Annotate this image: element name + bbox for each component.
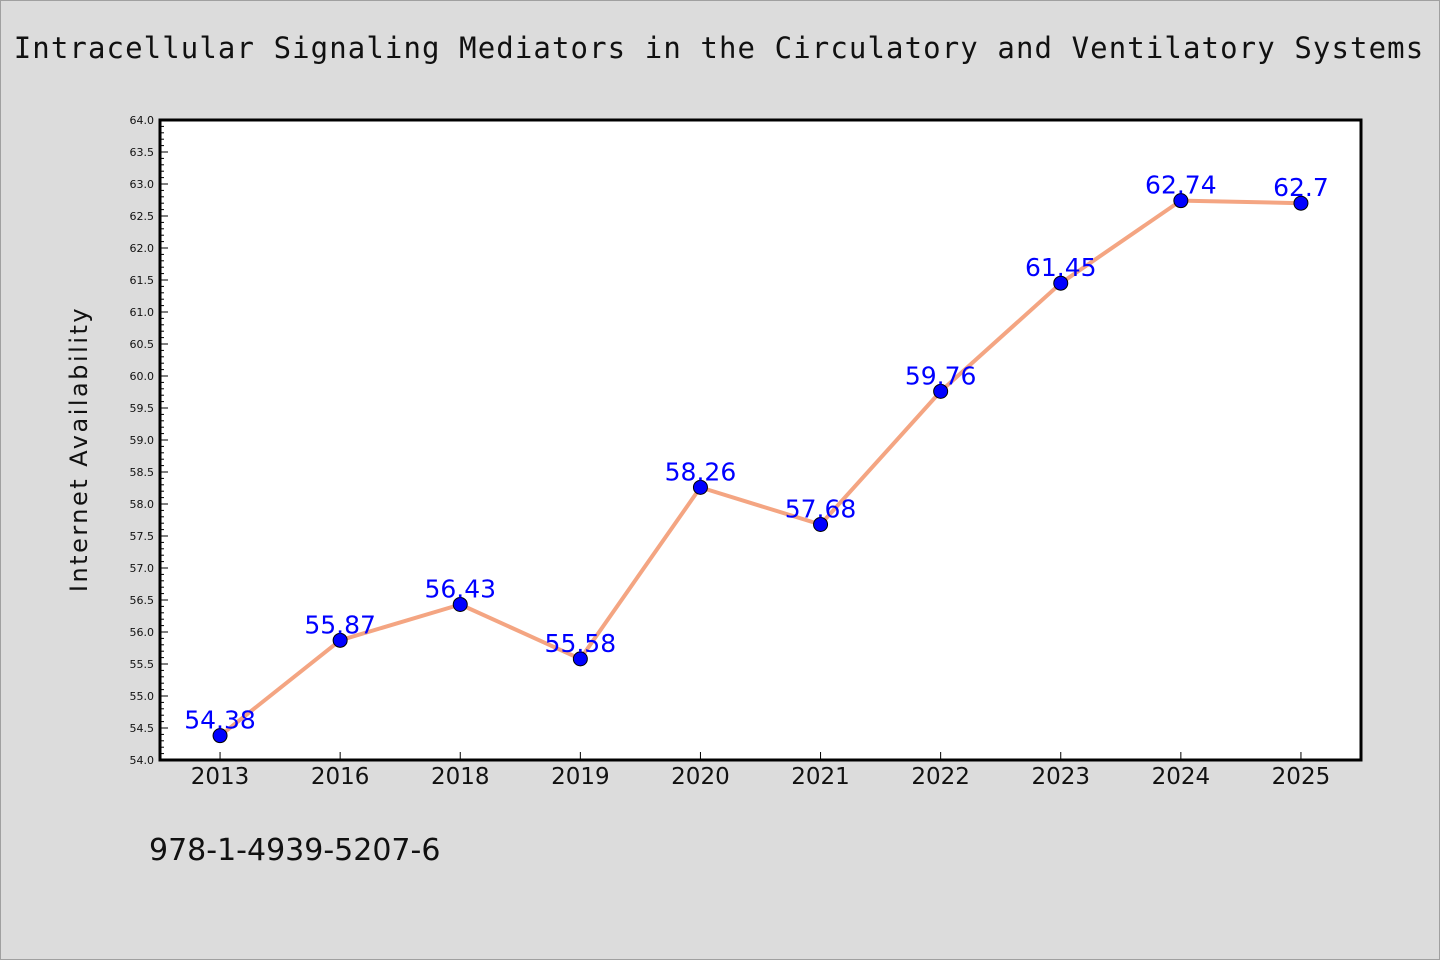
data-point bbox=[1173, 193, 1189, 209]
x-axis: 2013 2016 2018 2019 2020 2021 2022 2023 2024 2025 bbox=[191, 752, 1330, 790]
x-tick-label: 2021 bbox=[791, 764, 850, 790]
data-point bbox=[1293, 195, 1309, 211]
x-tick-label: 2018 bbox=[431, 764, 490, 790]
x-tick-label: 2025 bbox=[1272, 764, 1331, 790]
x-tick-label: 2022 bbox=[911, 764, 970, 790]
data-point bbox=[1053, 275, 1069, 291]
y-tick-label: 57.0 bbox=[130, 562, 155, 575]
data-point bbox=[692, 479, 708, 495]
y-tick-label: 57.5 bbox=[130, 530, 155, 543]
x-tick-label: 2020 bbox=[671, 764, 730, 790]
x-tick-label: 2019 bbox=[551, 764, 610, 790]
y-tick-label: 60.0 bbox=[130, 370, 155, 383]
x-tick-label: 2023 bbox=[1031, 764, 1090, 790]
data-label: 55.58 bbox=[545, 629, 617, 658]
data-point bbox=[332, 632, 348, 648]
series-line bbox=[218, 198, 1302, 738]
y-tick-label: 62.0 bbox=[130, 242, 155, 255]
y-tick-label: 63.0 bbox=[130, 178, 155, 191]
y-tick-label: 58.0 bbox=[130, 498, 155, 511]
y-tick-label: 63.5 bbox=[130, 146, 155, 159]
data-label: 62.74 bbox=[1145, 171, 1217, 200]
data-label: 62.7 bbox=[1273, 173, 1329, 202]
isbn-text: 978-1-4939-5207-6 bbox=[149, 833, 441, 868]
y-axis: 54.0 54.5 55.0 55.5 56.0 56.5 57.0 57.5 58.0 58.5… bbox=[130, 114, 168, 767]
y-tick-label: 58.5 bbox=[130, 466, 155, 479]
data-label: 61.45 bbox=[1025, 253, 1097, 282]
data-label: 58.26 bbox=[665, 457, 737, 486]
data-point bbox=[452, 596, 468, 612]
y-tick-label: 59.0 bbox=[130, 434, 155, 447]
y-tick-label: 61.5 bbox=[130, 274, 155, 287]
y-tick-label: 56.0 bbox=[130, 626, 155, 639]
plot-area bbox=[158, 118, 1363, 762]
data-label: 59.76 bbox=[905, 361, 977, 390]
data-point bbox=[933, 383, 949, 399]
y-tick-label: 54.5 bbox=[130, 722, 155, 735]
data-point bbox=[572, 651, 588, 667]
data-label: 57.68 bbox=[785, 494, 857, 523]
x-tick-label: 2016 bbox=[311, 764, 370, 790]
data-point bbox=[212, 728, 228, 744]
y-tick-label: 54.0 bbox=[130, 754, 155, 767]
y-tick-label: 59.5 bbox=[130, 402, 155, 415]
x-tick-label: 2024 bbox=[1152, 764, 1211, 790]
y-tick-label: 61.0 bbox=[130, 306, 155, 319]
chart-title: Intracellular Signaling Mediators in the… bbox=[13, 31, 1425, 65]
y-tick-label: 55.0 bbox=[130, 690, 155, 703]
y-tick-label: 64.0 bbox=[130, 114, 155, 127]
y-tick-label: 56.5 bbox=[130, 594, 155, 607]
y-tick-label: 55.5 bbox=[130, 658, 155, 671]
data-label: 54.38 bbox=[184, 706, 256, 735]
y-tick-label: 62.5 bbox=[130, 210, 155, 223]
series-markers bbox=[212, 193, 1309, 744]
data-label: 55.87 bbox=[304, 610, 376, 639]
data-labels: 54.38 55.87 56.43 55.58 58.26 57.68 59.76 61.45… bbox=[184, 171, 1329, 735]
y-tick-label: 60.5 bbox=[130, 338, 155, 351]
data-point bbox=[813, 516, 829, 532]
data-label: 56.43 bbox=[424, 574, 496, 603]
x-tick-label: 2013 bbox=[191, 764, 250, 790]
